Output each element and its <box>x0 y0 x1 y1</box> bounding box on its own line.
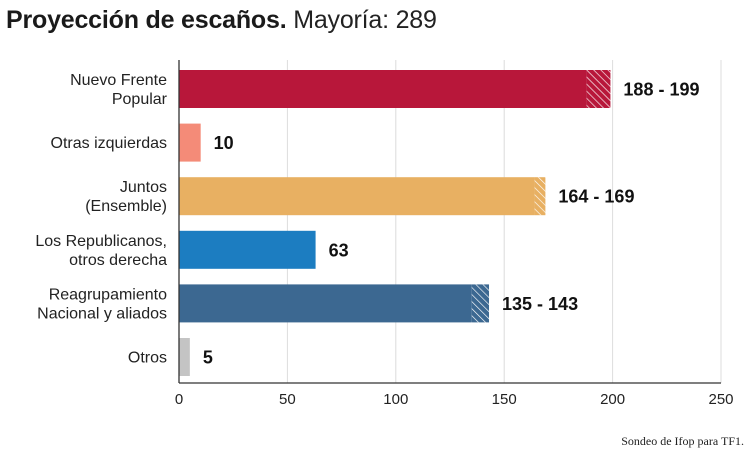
bar <box>179 338 190 376</box>
value-label: 63 <box>329 240 349 260</box>
source-note: Sondeo de Ifop para TF1. <box>621 434 744 448</box>
value-label: 188 - 199 <box>623 80 699 100</box>
category-label: Otros <box>128 350 167 367</box>
category-label: otros derecha <box>69 252 167 269</box>
chart-title: Proyección de escaños. Mayoría: 289 <box>6 6 437 35</box>
x-tick-label: 0 <box>175 391 183 408</box>
bar-range-hatch <box>471 284 490 323</box>
x-tick-label: 50 <box>279 391 296 408</box>
category-label: Nuevo Frente <box>70 72 167 89</box>
value-label: 135 - 143 <box>502 294 578 314</box>
category-label: Nacional y aliados <box>37 305 167 322</box>
labels: 0 50 100 150 200 250 188 - 199 Nuevo Frente Popu… <box>35 72 733 408</box>
category-label: (Ensemble) <box>85 198 167 215</box>
category-label: Los Republicanos, <box>35 233 167 250</box>
category-label: Reagrupamiento <box>49 286 167 303</box>
category-label: Juntos <box>120 179 167 196</box>
bar-range-hatch <box>586 70 611 108</box>
bar <box>179 123 201 162</box>
category-label: Otras izquierdas <box>51 135 168 152</box>
gridlines <box>286 60 722 383</box>
x-tick-label: 100 <box>383 391 408 408</box>
bars <box>179 70 611 376</box>
value-label: 5 <box>203 348 213 368</box>
value-label: 164 - 169 <box>558 187 634 207</box>
category-label: Popular <box>112 91 168 108</box>
bar <box>179 230 316 269</box>
value-label: 10 <box>214 133 234 153</box>
chart-title-majority: Mayoría: 289 <box>293 6 437 34</box>
x-tick-label: 200 <box>600 391 625 408</box>
bar <box>179 70 587 108</box>
chart-title-bold: Proyección de escaños. <box>6 6 287 34</box>
x-tick-label: 250 <box>708 391 733 408</box>
bar <box>179 284 472 323</box>
axes <box>178 60 721 384</box>
bar <box>179 177 535 216</box>
bar-range-hatch <box>534 177 546 216</box>
x-tick-label: 150 <box>492 391 517 408</box>
